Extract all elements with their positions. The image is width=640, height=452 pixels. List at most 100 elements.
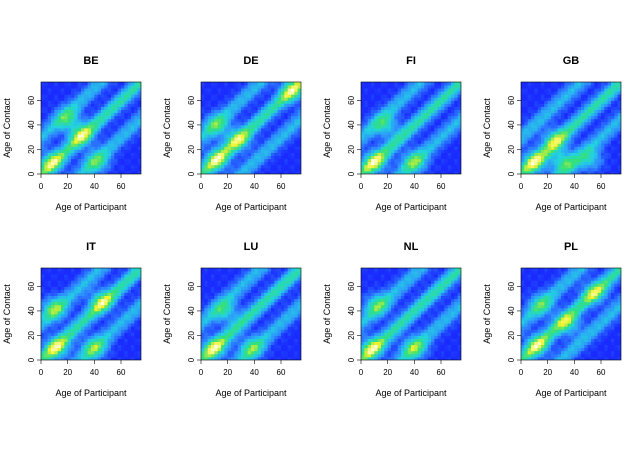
heatmap-cell xyxy=(101,167,105,172)
heatmap-cell xyxy=(537,112,542,117)
heatmap-cell xyxy=(84,155,89,160)
heatmap-cell xyxy=(421,170,425,174)
heatmap-cell xyxy=(57,304,62,309)
heatmap-cell xyxy=(134,121,139,126)
heatmap-cell xyxy=(134,106,139,110)
heatmap-cell xyxy=(564,115,569,120)
heatmap-cell xyxy=(131,140,135,144)
heatmap-cell xyxy=(567,161,572,166)
x-tick-label: 60 xyxy=(117,182,126,191)
heatmap-cell xyxy=(234,323,239,327)
heatmap-cell xyxy=(581,124,585,129)
y-tick-label: 40 xyxy=(347,120,356,129)
heatmap-cell xyxy=(101,149,105,153)
heatmap-cell xyxy=(561,91,565,95)
heatmap-cell xyxy=(541,121,545,126)
heatmap-cell xyxy=(237,131,242,135)
heatmap-cell xyxy=(397,146,402,150)
heatmap-cell xyxy=(231,94,235,98)
heatmap-cell xyxy=(404,109,409,114)
heatmap-cell xyxy=(397,100,402,104)
heatmap-cell xyxy=(117,106,122,110)
heatmap-cell xyxy=(107,356,112,360)
heatmap-cell xyxy=(101,128,105,132)
heatmap-cell xyxy=(557,115,562,120)
heatmap-cell xyxy=(567,106,572,110)
heatmap-cell xyxy=(374,106,379,110)
heatmap-cell xyxy=(41,118,45,123)
heatmap-cell xyxy=(414,97,419,101)
heatmap-cell xyxy=(607,112,612,117)
heatmap-cell xyxy=(381,88,385,92)
heatmap-cell xyxy=(617,91,621,95)
heatmap-cell xyxy=(274,149,279,153)
heatmap-cell xyxy=(377,167,382,172)
heatmap-cell xyxy=(567,124,572,129)
heatmap-cell xyxy=(117,121,122,126)
heatmap-cell xyxy=(454,131,459,135)
heatmap-cell xyxy=(361,112,365,117)
x-tick-label: 40 xyxy=(250,182,259,191)
heatmap-cell xyxy=(581,91,585,95)
heatmap-cell xyxy=(364,137,369,141)
heatmap-cell xyxy=(111,137,115,141)
x-tick-label: 40 xyxy=(570,182,579,191)
heatmap-cell xyxy=(444,106,449,110)
heatmap-cell xyxy=(551,109,555,114)
x-axis-label: Age of Participant xyxy=(215,202,287,212)
heatmap-cell xyxy=(587,97,592,101)
heatmap-cell xyxy=(57,353,62,358)
heatmap-cell xyxy=(207,274,212,278)
heatmap-cell xyxy=(51,301,55,306)
heatmap-cell xyxy=(227,121,232,126)
heatmap-cell xyxy=(587,146,592,150)
heatmap-cell xyxy=(217,280,222,284)
heatmap-cell xyxy=(557,170,562,174)
heatmap-cell xyxy=(384,146,389,150)
heatmap-cell xyxy=(377,131,382,135)
heatmap-cell xyxy=(234,280,239,284)
heatmap-cell xyxy=(84,109,89,114)
heatmap-cell xyxy=(574,103,579,107)
heatmap-cell xyxy=(257,85,262,89)
heatmap-cell xyxy=(381,143,385,147)
heatmap-cell xyxy=(84,329,89,333)
heatmap-cell xyxy=(134,268,139,272)
heatmap-cell xyxy=(581,161,585,166)
heatmap-cell xyxy=(44,298,49,303)
heatmap-cell xyxy=(71,329,75,333)
heatmap-cell xyxy=(41,161,45,166)
heatmap-cell xyxy=(221,134,225,138)
heatmap-cell xyxy=(561,143,565,147)
heatmap-cell xyxy=(534,140,539,144)
heatmap-cell xyxy=(597,158,602,163)
heatmap-cell xyxy=(131,317,135,321)
heatmap-cell xyxy=(127,140,132,144)
heatmap-cell xyxy=(117,94,122,98)
heatmap-cell xyxy=(87,131,92,135)
heatmap-cell xyxy=(431,88,435,92)
heatmap-cell xyxy=(534,131,539,135)
heatmap-cell xyxy=(77,143,82,147)
heatmap-cell xyxy=(224,158,229,163)
heatmap-cell xyxy=(117,97,122,101)
heatmap-cell xyxy=(281,146,285,150)
heatmap-cell xyxy=(294,149,299,153)
heatmap-cell xyxy=(291,152,295,156)
heatmap-cell xyxy=(91,344,95,349)
heatmap-cell xyxy=(211,353,215,358)
heatmap-cell xyxy=(617,88,621,92)
heatmap-cell xyxy=(94,106,99,110)
heatmap-cell xyxy=(361,121,365,126)
heatmap-cell xyxy=(451,94,455,98)
heatmap-cell xyxy=(54,353,59,358)
heatmap-cell xyxy=(234,353,239,358)
heatmap-cell xyxy=(547,103,552,107)
heatmap-cell xyxy=(104,161,109,166)
heatmap-cell xyxy=(257,94,262,98)
heatmap-cell xyxy=(601,85,605,89)
heatmap-cell xyxy=(114,124,119,129)
heatmap-cell xyxy=(397,85,402,89)
heatmap-cell xyxy=(47,335,52,339)
heatmap-cell xyxy=(104,344,109,349)
